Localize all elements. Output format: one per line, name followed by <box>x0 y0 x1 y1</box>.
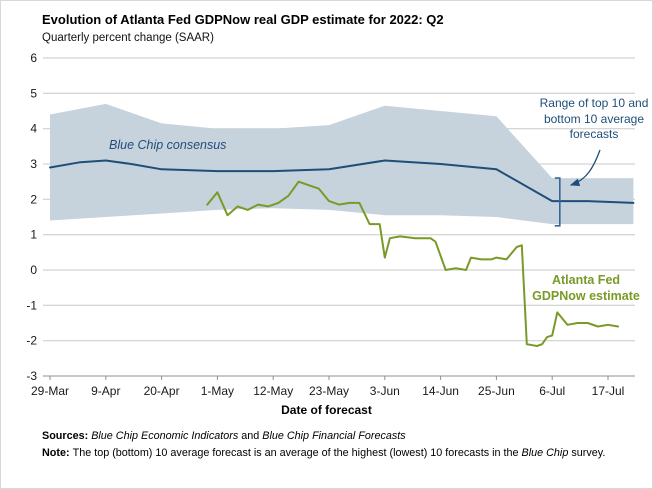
svg-text:23-May: 23-May <box>309 384 349 398</box>
gdpnow-line-chart: 6 5 4 3 2 1 0 -1 -2 -329-Mar 9-Apr 20-Apr 1-May 12-Ma… <box>26 51 635 398</box>
x-axis-title: Date of forecast <box>281 403 372 417</box>
chart-footer: Sources: Blue Chip Economic Indicators a… <box>1 417 652 459</box>
svg-text:17-Jul: 17-Jul <box>592 384 625 398</box>
chart-header: Evolution of Atlanta Fed GDPNow real GDP… <box>1 1 652 44</box>
blue-chip-consensus-label: Blue Chip consensus <box>109 138 227 152</box>
svg-text:-3: -3 <box>26 369 37 383</box>
svg-text:12-May: 12-May <box>253 384 293 398</box>
chart-subtitle: Quarterly percent change (SAAR) <box>42 32 214 44</box>
svg-text:1: 1 <box>30 228 37 242</box>
svg-text:6-Jul: 6-Jul <box>539 384 565 398</box>
svg-text:29-Mar: 29-Mar <box>31 384 69 398</box>
svg-text:2: 2 <box>30 192 37 206</box>
svg-text:3-Jun: 3-Jun <box>370 384 400 398</box>
chart-area: 6 5 4 3 2 1 0 -1 -2 -3 29-Mar 9-Apr 20-Apr 1-May 12-Ma… <box>1 46 652 402</box>
svg-text:5: 5 <box>30 86 37 100</box>
svg-text:6: 6 <box>30 51 37 65</box>
svg-text:25-Jun: 25-Jun <box>478 384 515 398</box>
chart-title: Evolution of Atlanta Fed GDPNow real GDP… <box>42 12 444 27</box>
svg-text:3: 3 <box>30 157 37 171</box>
note-line: Note: The top (bottom) 10 average foreca… <box>42 447 606 459</box>
range-forecasts-label: Range of top 10 and bottom 10 average fo… <box>539 96 649 142</box>
svg-text:-2: -2 <box>26 334 37 348</box>
svg-text:4: 4 <box>30 122 37 136</box>
svg-text:-1: -1 <box>26 298 37 312</box>
svg-text:1-May: 1-May <box>201 384 234 398</box>
svg-text:9-Apr: 9-Apr <box>91 384 120 398</box>
sources-line: Sources: Blue Chip Economic Indicators a… <box>42 430 406 442</box>
svg-text:0: 0 <box>30 263 37 277</box>
svg-text:20-Apr: 20-Apr <box>144 384 180 398</box>
svg-text:14-Jun: 14-Jun <box>422 384 459 398</box>
gdpnow-estimate-label: Atlanta Fed GDPNow estimate <box>532 273 640 304</box>
